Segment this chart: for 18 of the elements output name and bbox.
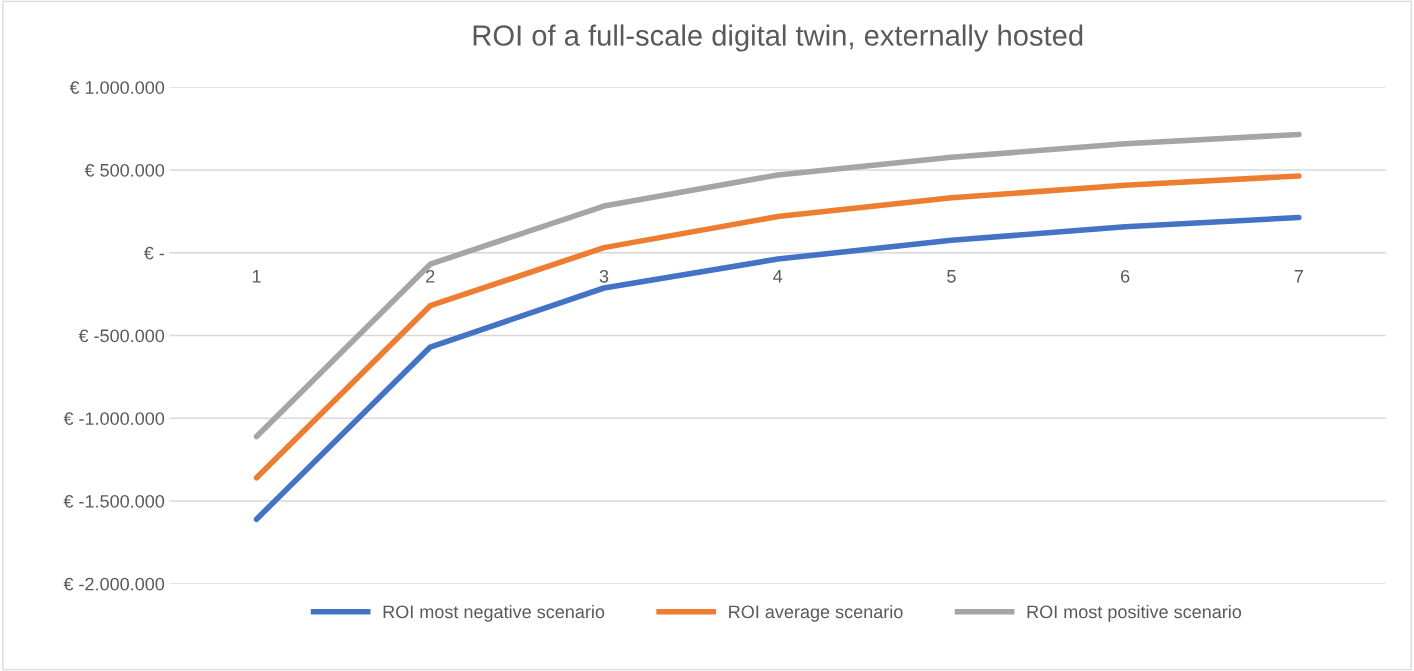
legend-label: ROI most positive scenario bbox=[1027, 604, 1242, 622]
y-tick-label: € 500.000 bbox=[84, 163, 165, 177]
legend-label: ROI most negative scenario bbox=[383, 604, 605, 622]
x-tick-label: 6 bbox=[1121, 269, 1130, 283]
x-tick-label: 1 bbox=[252, 270, 261, 283]
x-tick-label: 5 bbox=[947, 270, 956, 283]
x-tick-label: 3 bbox=[599, 269, 609, 283]
y-tick-label: € -1.500.000 bbox=[63, 494, 165, 508]
chart-title: ROI of a full-scale digital twin, externally hosted bbox=[473, 24, 1083, 52]
x-tick-label: 2 bbox=[426, 269, 435, 283]
y-tick-label: € -1.000.000 bbox=[63, 412, 165, 425]
y-tick-label: € -2.000.000 bbox=[63, 577, 165, 591]
y-tick-label: € -500.000 bbox=[78, 329, 165, 343]
x-tick-label: 4 bbox=[773, 270, 783, 283]
y-tick-label: € 1.000.000 bbox=[69, 81, 165, 94]
y-tick-label: € - bbox=[143, 246, 165, 260]
x-tick-label: 7 bbox=[1294, 270, 1303, 283]
legend-label: ROI average scenario bbox=[729, 604, 903, 622]
